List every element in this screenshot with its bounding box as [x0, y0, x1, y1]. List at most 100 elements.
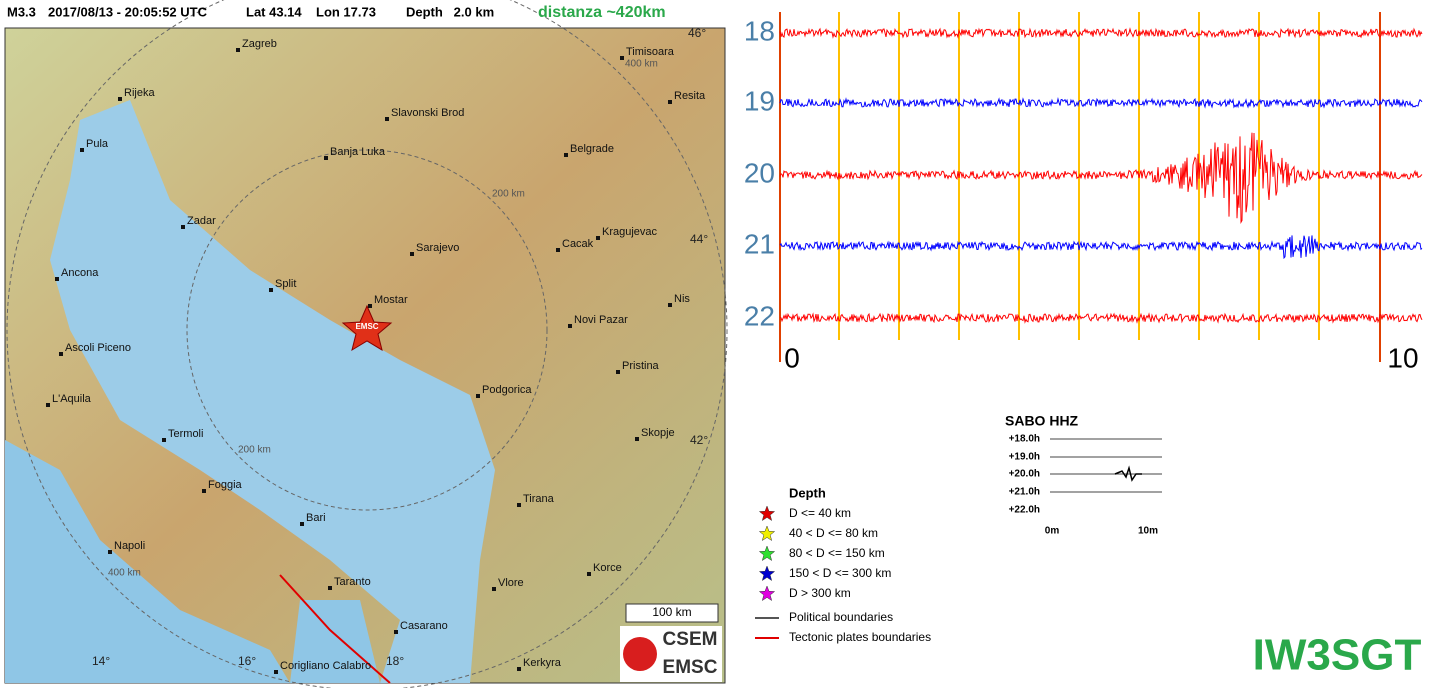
helicorder-title: SABO HHZ: [1005, 413, 1079, 429]
city-marker: [517, 503, 521, 507]
city-label: Skopje: [641, 427, 675, 439]
city-marker: [108, 550, 112, 554]
city-marker: [162, 438, 166, 442]
legend-star: [758, 585, 776, 602]
city-marker: [202, 489, 206, 493]
legend-star: [758, 565, 776, 582]
city-marker: [269, 288, 273, 292]
city-label: Belgrade: [570, 143, 614, 155]
header: M3.3 2017/08/13 - 20:05:52 UTC Lat 43.14…: [7, 4, 666, 21]
city-marker: [236, 48, 240, 52]
city-marker: [556, 248, 560, 252]
city-label: Ancona: [61, 267, 99, 279]
city-marker: [324, 156, 328, 160]
city-marker: [587, 572, 591, 576]
city-marker: [394, 630, 398, 634]
city-label: Timisoara: [626, 46, 675, 58]
callsign: IW3SGT: [1253, 631, 1422, 680]
city-marker: [620, 56, 624, 60]
city-marker: [568, 324, 572, 328]
city-label: Korce: [593, 562, 622, 574]
hour-label: 19: [744, 85, 775, 116]
legend-label: D > 300 km: [789, 586, 851, 600]
legend-star: [758, 505, 776, 522]
city-marker: [368, 304, 372, 308]
city-label: Kerkyra: [523, 657, 562, 669]
city-marker: [274, 670, 278, 674]
city-label: Tirana: [523, 493, 555, 505]
city-marker: [181, 225, 185, 229]
city-marker: [564, 153, 568, 157]
epicenter: [341, 304, 393, 352]
helicorder-row-label: +18.0h: [1009, 434, 1040, 445]
city-label: Rijeka: [124, 87, 155, 99]
datetime: 2017/08/13 - 20:05:52 UTC: [48, 4, 208, 19]
legend-label: D <= 40 km: [789, 506, 851, 520]
sea: [290, 600, 380, 683]
city-label: Zadar: [187, 215, 216, 227]
legend-title: Depth: [789, 485, 826, 500]
hour-label: 20: [744, 157, 775, 188]
city-label: Termoli: [168, 428, 203, 440]
city-marker: [668, 100, 672, 104]
city-label: Vlore: [498, 577, 524, 589]
distance: distanza ~420km: [538, 4, 666, 21]
map: EMSC 100 km CSEM EMSC Zagreb Timisoara Rij…: [4, 0, 728, 688]
ring-label: 200 km: [238, 445, 271, 456]
city-marker: [492, 587, 496, 591]
helicorder-x-label: 10m: [1138, 526, 1158, 537]
ring-label: 400 km: [108, 568, 141, 579]
legend-label: Tectonic plates boundaries: [789, 630, 931, 644]
city-label: Foggia: [208, 479, 243, 491]
city-label: Ascoli Piceno: [65, 342, 131, 354]
helicorder-event: [1114, 465, 1142, 482]
city-label: L'Aquila: [52, 393, 92, 405]
city-marker: [59, 352, 63, 356]
helicorder-row-label: +20.0h: [1009, 469, 1040, 480]
graticule-label: 14°: [92, 654, 110, 668]
graticule-label: 46°: [688, 26, 706, 40]
city-label: Bari: [306, 512, 326, 524]
depth: Depth 2.0 km: [406, 4, 494, 19]
city-marker: [328, 586, 332, 590]
hour-label: 18: [744, 15, 775, 46]
city-label: Zagreb: [242, 38, 277, 50]
legend-star: [758, 525, 776, 542]
scale-label: 100 km: [652, 605, 691, 619]
city-label: Slavonski Brod: [391, 107, 464, 119]
graticule-label: 44°: [690, 232, 708, 246]
city-marker: [118, 97, 122, 101]
plate-boundary: [279, 574, 391, 684]
city-marker: [80, 148, 84, 152]
ring-label: 400 km: [625, 59, 658, 70]
city-label: Casarano: [400, 620, 448, 632]
ring-label: 200 km: [492, 189, 525, 200]
city-label: Nis: [674, 293, 690, 305]
city-label: Novi Pazar: [574, 314, 628, 326]
graticule-label: 42°: [690, 433, 708, 447]
city-marker: [635, 437, 639, 441]
sea: [50, 100, 495, 683]
city-label: Mostar: [374, 294, 408, 306]
x-label: 10: [1387, 342, 1418, 373]
city-marker: [385, 117, 389, 121]
city-label: Podgorica: [482, 384, 532, 396]
city-label: Pristina: [622, 360, 660, 372]
city-marker: [668, 303, 672, 307]
legend-label: 150 < D <= 300 km: [789, 566, 891, 580]
city-marker: [46, 403, 50, 407]
sea: [5, 440, 290, 683]
trace: [779, 27, 1423, 39]
legend-star: [758, 545, 776, 562]
range-ring: [6, 0, 728, 688]
range-ring: [186, 149, 548, 511]
graticule-label: 18°: [386, 654, 404, 668]
city-marker: [300, 522, 304, 526]
city-label: Resita: [674, 90, 706, 102]
magnitude: M3.3: [7, 4, 36, 19]
helicorder-row-label: +22.0h: [1009, 505, 1040, 516]
city-label: Corigliano Calabro: [280, 660, 371, 672]
trace: [779, 97, 1423, 109]
legend-label: Political boundaries: [789, 610, 893, 624]
